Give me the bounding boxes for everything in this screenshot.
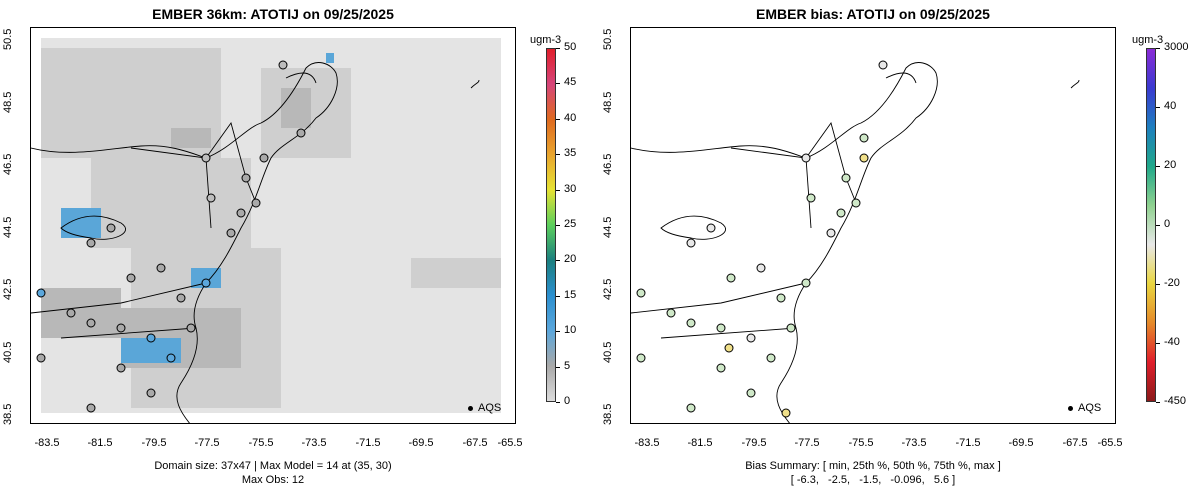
caption-line-1: Domain size: 37x47 | Max Model = 14 at (… (154, 460, 392, 472)
y-tick-label: 38.5 (2, 403, 14, 425)
panel-title: EMBER 36km: ATOTIJ on 09/25/2025 (152, 6, 394, 22)
x-tick-label: -69.5 (408, 437, 434, 449)
colorbar-tick-label: 25 (564, 218, 577, 230)
colorbar-tick-label: -20 (1164, 277, 1180, 289)
x-tick-label: -65.5 (497, 437, 523, 449)
x-tick-label: -75.5 (248, 437, 274, 449)
concentration-panel: EMBER 36km: ATOTIJ on 09/25/2025 (2, 6, 577, 486)
colorbar-tickmark (556, 295, 560, 297)
x-tick-label: -69.5 (1008, 437, 1034, 449)
x-tick-label: -81.5 (87, 437, 113, 449)
colorbar-tickmark (556, 48, 560, 49)
colorbar-tickmark (556, 225, 560, 226)
y-tick-label: 42.5 (2, 278, 14, 300)
colorbar (546, 48, 556, 402)
aqs-sites (36, 60, 306, 413)
aqs-dot-icon (1068, 405, 1073, 411)
colorbar-tickmark (556, 118, 560, 120)
y-tick-label: 48.5 (602, 91, 614, 113)
colorbar-tickmark (1156, 48, 1160, 49)
x-tick-label: -71.5 (955, 437, 981, 449)
y-tick-label: 40.5 (602, 341, 614, 363)
y-tick-label: 42.5 (602, 278, 614, 300)
map-canvas (631, 60, 1080, 423)
caption-line-1: Bias Summary: [ min, 25th %, 50th %, 75t… (745, 460, 1001, 472)
x-tick-label: -77.5 (194, 437, 220, 449)
colorbar-tick-label: 50 (564, 41, 577, 53)
y-tick-label: 48.5 (2, 91, 14, 113)
legend-unit: ugm-3 (530, 34, 562, 46)
grid-cells-blue (61, 53, 334, 363)
colorbar-tickmark (556, 331, 560, 333)
x-tick-label: -81.5 (687, 437, 713, 449)
colorbar-tick-label: 10 (564, 324, 577, 337)
x-tick-label: -65.5 (1097, 437, 1123, 449)
colorbar (1146, 48, 1156, 402)
colorbar-tickmark (1156, 284, 1160, 285)
y-tick-label: 46.5 (2, 153, 14, 175)
x-tick-label: -73.5 (301, 437, 327, 449)
x-tick-label: -83.5 (634, 437, 660, 449)
colorbar-tick-label: 20 (1164, 159, 1177, 171)
x-tick-label: -73.5 (901, 437, 927, 449)
aqs-label: AQS (1078, 402, 1102, 414)
colorbar-tickmark (556, 189, 560, 191)
aqs-legend: AQS (1068, 402, 1101, 414)
colorbar-tick-label: 40 (1164, 100, 1177, 112)
boundaries (631, 62, 1080, 423)
legend-unit: ugm-3 (1132, 34, 1164, 46)
caption-line-2: Max Obs: 12 (241, 474, 305, 486)
colorbar-tickmark (1156, 166, 1160, 167)
colorbar-tickmark (1156, 402, 1160, 403)
aqs-legend: AQS (468, 402, 501, 414)
colorbar-tick-label: -40 (1164, 336, 1180, 348)
aqs-sites (636, 60, 888, 418)
x-tick-label: -79.5 (141, 437, 167, 449)
concentration-map (30, 27, 516, 424)
colorbar-tick-label: 3000 (1164, 41, 1189, 53)
colorbar-tickmark (556, 402, 560, 403)
colorbar-tick-label: 20 (564, 253, 577, 266)
panel-title: EMBER bias: ATOTIJ on 09/25/2025 (756, 6, 990, 22)
colorbar-tick-label: 0 (564, 395, 571, 407)
colorbar-tick-label: 5 (564, 359, 571, 372)
x-tick-label: -79.5 (741, 437, 767, 449)
colorbar-tick-label: 40 (564, 111, 577, 124)
map-canvas (31, 38, 501, 423)
colorbar-tickmark (1156, 225, 1160, 226)
aqs-label: AQS (478, 402, 502, 414)
colorbar-tickmark (556, 83, 560, 85)
colorbar-tickmark (556, 154, 560, 156)
x-tick-label: -75.5 (848, 437, 874, 449)
y-tick-label: 44.5 (602, 216, 614, 238)
colorbar-tickmark (1156, 107, 1160, 108)
aqs-dot-icon (468, 405, 473, 411)
x-tick-label: -67.5 (462, 437, 488, 449)
colorbar-tickmark (1156, 343, 1160, 344)
bias-panel: EMBER bias: ATOTIJ on 09/25/2025 (600, 0, 1200, 502)
x-tick-label: -77.5 (794, 437, 820, 449)
bias-map (630, 27, 1116, 424)
y-tick-label: 50.5 (602, 28, 614, 50)
colorbar-tick-label: 15 (564, 288, 577, 301)
y-tick-label: 46.5 (602, 153, 614, 175)
y-tick-label: 44.5 (2, 216, 14, 238)
colorbar-tickmark (556, 366, 560, 368)
colorbar-tick-label: 45 (564, 76, 577, 89)
x-tick-label: -67.5 (1062, 437, 1088, 449)
y-tick-label: 50.5 (2, 28, 14, 50)
colorbar-tickmark (556, 260, 560, 262)
colorbar-tick-label: 0 (1164, 218, 1171, 230)
caption-line-2: [ -6.3, -2.5, -1.5, -0.096, 5.6 ] (790, 474, 956, 486)
colorbar-tick-label: 35 (564, 147, 577, 160)
colorbar-tick-label: 30 (564, 182, 577, 195)
x-tick-label: -71.5 (355, 437, 381, 449)
y-tick-label: 38.5 (602, 403, 614, 425)
colorbar-tick-label: -450 (1164, 395, 1187, 407)
y-tick-label: 40.5 (2, 341, 14, 363)
x-tick-label: -83.5 (34, 437, 60, 449)
